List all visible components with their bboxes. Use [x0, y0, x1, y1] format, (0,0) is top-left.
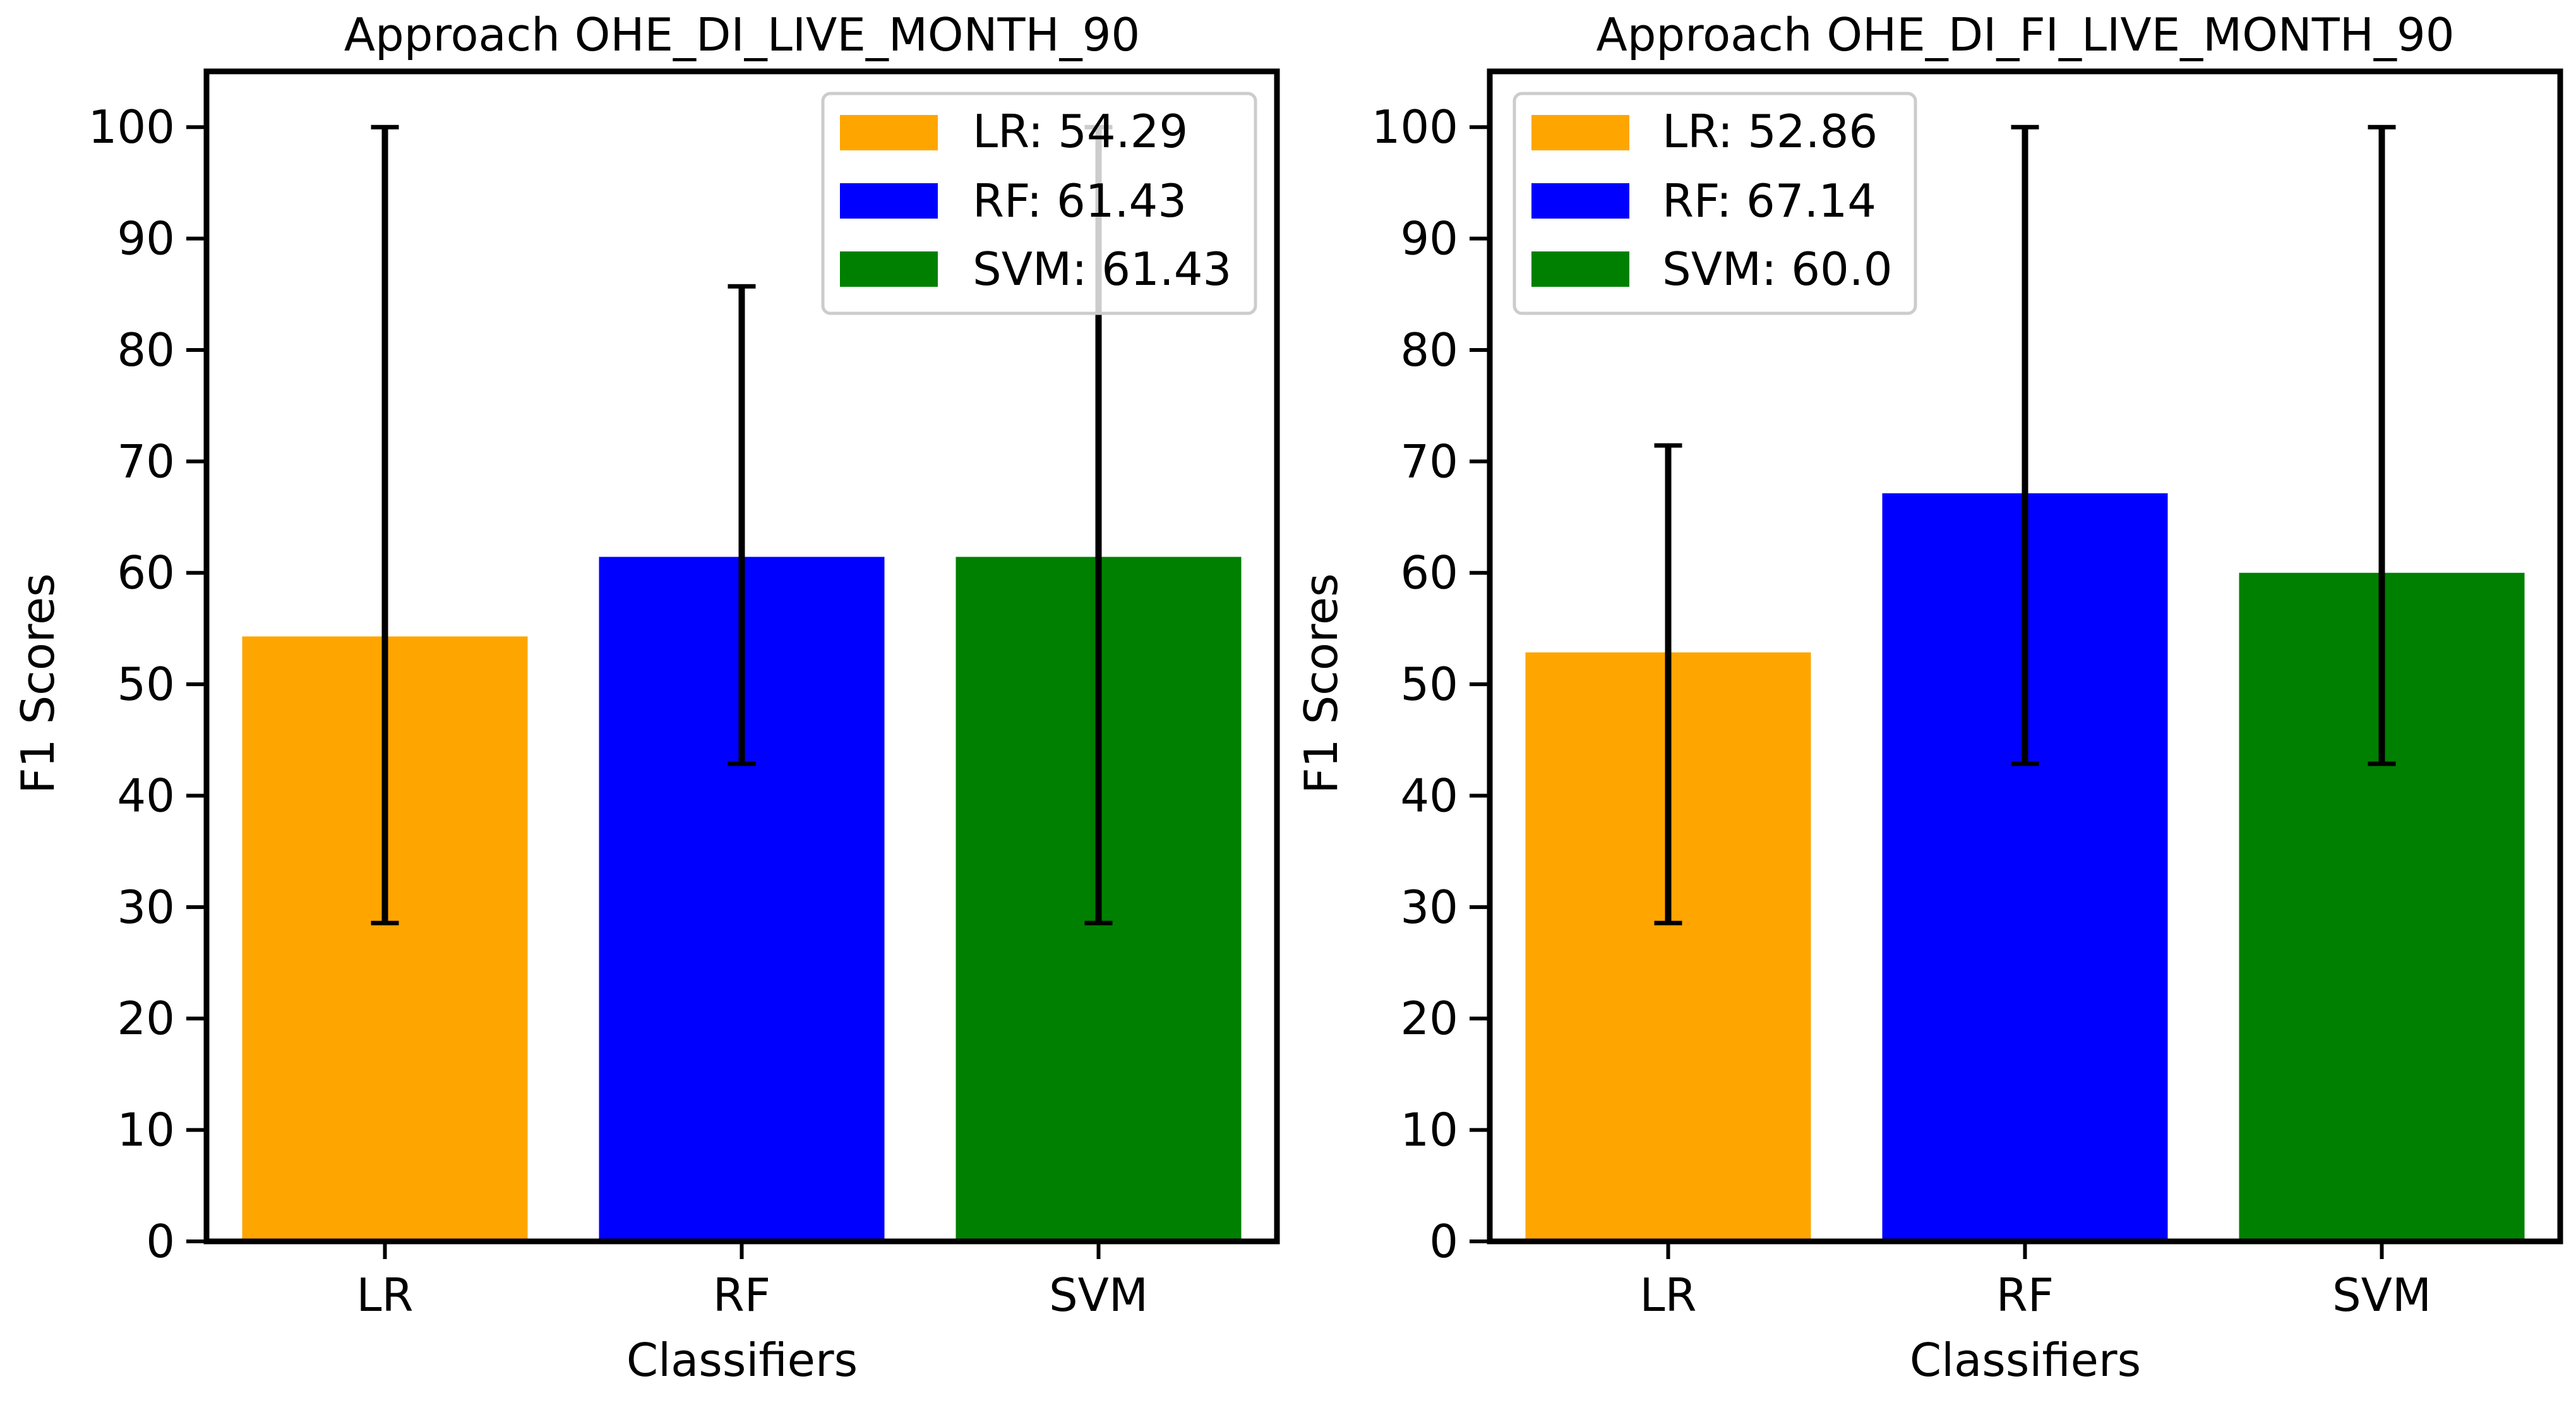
y-tick-label-40: 40: [1400, 769, 1458, 822]
y-tick-label-80: 80: [1400, 323, 1458, 377]
legend-swatch-rf: [1531, 183, 1629, 219]
x-tick-label-svm: SVM: [1049, 1269, 1148, 1322]
y-tick-label-80: 80: [117, 323, 175, 377]
legend-label-lr: LR: 54.29: [973, 105, 1188, 158]
y-tick-label-0: 0: [1429, 1215, 1458, 1268]
y-tick-label-10: 10: [1400, 1104, 1458, 1157]
y-tick-label-30: 30: [117, 881, 175, 934]
x-axis-label: Classifiers: [1910, 1334, 2141, 1387]
x-tick-label-lr: LR: [356, 1269, 413, 1322]
chart-panel-right: Approach OHE_DI_FI_LIVE_MONTH_90 F1 Scor…: [1295, 8, 2563, 1387]
y-tick-label-60: 60: [117, 546, 175, 600]
plot-marks: LR RF SVM 0 10 20 30 40 50 60 70 80 90 100: [88, 68, 1280, 1322]
legend-label-svm: SVM: 61.43: [973, 243, 1231, 296]
y-tick-label-70: 70: [117, 435, 175, 488]
axes-frame: [203, 68, 1280, 1245]
y-axis-label: F1 Scores: [1295, 573, 1348, 793]
legend: LR: 52.86 RF: 67.14 SVM: 60.0: [1513, 92, 1917, 315]
legend-swatch-lr: [840, 115, 938, 150]
y-tick-label-100: 100: [88, 100, 175, 154]
chart-title: Approach OHE_DI_FI_LIVE_MONTH_90: [1596, 8, 2454, 61]
axes-frame: [1487, 68, 2563, 1245]
legend-label-rf: RF: 67.14: [1662, 174, 1876, 227]
legend-swatch-rf: [840, 183, 938, 219]
plot-marks: LR RF SVM 0 10 20 30 40 50 60 70 80 90 100: [1372, 68, 2563, 1322]
legend-label-rf: RF: 61.43: [973, 174, 1187, 227]
legend-label-svm: SVM: 60.0: [1662, 243, 1893, 296]
chart-title: Approach OHE_DI_LIVE_MONTH_90: [344, 8, 1140, 61]
x-tick-label-svm: SVM: [2332, 1269, 2431, 1322]
legend: LR: 54.29 RF: 61.43 SVM: 61.43: [821, 92, 1257, 315]
x-tick-label-lr: LR: [1639, 1269, 1696, 1322]
y-tick-label-20: 20: [117, 992, 175, 1045]
x-tick-label-rf: RF: [713, 1269, 770, 1322]
y-tick-label-70: 70: [1400, 435, 1458, 488]
legend-swatch-svm: [1531, 251, 1629, 287]
y-tick-label-20: 20: [1400, 992, 1458, 1045]
x-axis-label: Classifiers: [626, 1334, 858, 1387]
chart-panel-left: Approach OHE_DI_LIVE_MONTH_90 F1 Scores …: [11, 8, 1280, 1387]
legend-label-lr: LR: 52.86: [1662, 105, 1878, 158]
y-tick-label-30: 30: [1400, 881, 1458, 934]
legend-swatch-svm: [840, 251, 938, 287]
y-tick-label-40: 40: [117, 769, 175, 822]
y-tick-label-10: 10: [117, 1104, 175, 1157]
y-tick-label-50: 50: [117, 658, 175, 711]
y-tick-label-100: 100: [1372, 100, 1458, 154]
y-axis-label: F1 Scores: [11, 573, 64, 793]
y-tick-label-0: 0: [146, 1215, 175, 1268]
legend-swatch-lr: [1531, 115, 1629, 150]
x-tick-label-rf: RF: [1996, 1269, 2054, 1322]
y-tick-label-60: 60: [1400, 546, 1458, 600]
y-tick-label-90: 90: [1400, 212, 1458, 265]
y-tick-label-50: 50: [1400, 658, 1458, 711]
y-tick-label-90: 90: [117, 212, 175, 265]
